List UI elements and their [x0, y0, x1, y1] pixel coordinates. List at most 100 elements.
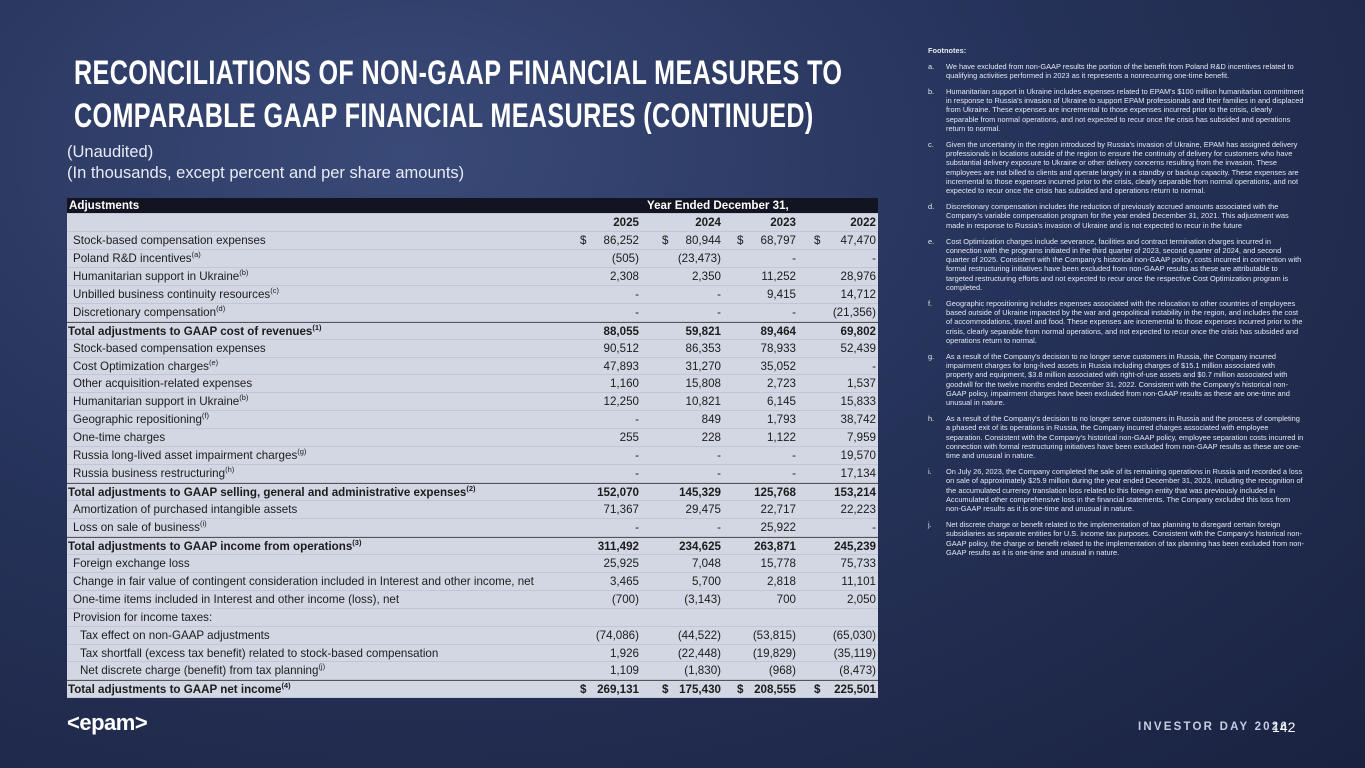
footnote-label: a.: [928, 61, 935, 71]
cell-value: 78,933: [760, 341, 796, 355]
cell-value: 145,329: [679, 486, 721, 500]
note-ref: (b): [239, 393, 249, 403]
row-label: Humanitarian support in Ukraine(b): [73, 393, 249, 409]
cell-value: 7,048: [691, 556, 721, 570]
cell-value: 11,252: [761, 269, 796, 283]
subtitle-line: (In thousands, except percent and per sh…: [67, 164, 465, 182]
row-label: Foreign exchange loss: [73, 556, 190, 570]
table-row: Change in fair value of contingent consi…: [67, 572, 878, 591]
table-row: Provision for income taxes:: [67, 608, 878, 627]
footnote-label: g.: [928, 351, 935, 361]
note-ref: (g): [297, 447, 307, 457]
note-ref: (j): [318, 662, 326, 672]
cell-value: 1,122: [766, 431, 796, 445]
row-label: Cost Optimization charges(e): [73, 357, 219, 373]
table-row: Stock-based compensation expenses $86,252…: [67, 231, 878, 250]
footnotes-heading: Footnotes:: [928, 46, 967, 55]
table-row: Total adjustments to GAAP net income(4) $…: [67, 680, 878, 699]
cell-value: 22,717: [760, 503, 796, 516]
cell-value: 2,818: [766, 574, 796, 588]
page-number: 142: [1272, 719, 1296, 735]
cell-value: 255: [619, 431, 639, 445]
cell-value: (505): [611, 251, 639, 265]
footnote-label: c.: [928, 139, 934, 149]
footnote: a. We have excluded from non-GAAP results…: [928, 62, 1304, 81]
footnote: c. Given the uncertainty in the region in…: [928, 140, 1304, 196]
cell-value: 269,131: [597, 683, 639, 697]
note-ref: (2): [466, 484, 476, 494]
row-label: Stock-based compensation expenses: [73, 341, 266, 355]
footnote-label: i.: [928, 467, 932, 477]
title-line: COMPARABLE GAAP FINANCIAL MEASURES (CONT…: [74, 97, 814, 135]
table-row: Other acquisition-related expenses 1,160 1…: [67, 375, 878, 394]
cell-value: 88,055: [603, 324, 639, 338]
cell-value: 2,050: [846, 592, 876, 606]
cell-value: 52,439: [840, 341, 876, 355]
footnote: g. As a result of the Company's decision …: [928, 352, 1304, 408]
row-label: Unbilled business continuity resources(c…: [73, 285, 279, 301]
cell-value: (8,473): [839, 664, 876, 678]
cell-value: 15,833: [840, 395, 876, 409]
currency: $: [580, 233, 587, 247]
row-label: Total adjustments to GAAP net income(4): [68, 681, 291, 697]
cell-value: -: [635, 305, 639, 319]
table-row: Poland R&D incentives(a) (505) (23,473) - -: [67, 249, 878, 268]
footnote: d. Discretionary compensation includes th…: [928, 202, 1304, 230]
cell-value: (700): [611, 592, 639, 606]
cell-value: 22,223: [840, 503, 876, 516]
note-ref: (e): [208, 357, 219, 367]
table-row: Humanitarian support in Ukraine(b) 12,250…: [67, 393, 878, 412]
cell-value: 90,512: [603, 341, 639, 355]
cell-value: 29,475: [685, 503, 721, 516]
cell-value: 25,922: [760, 520, 796, 534]
table-row: Russia long-lived asset impairment charg…: [67, 447, 878, 466]
footnote: b. Humanitarian support in Ukraine includ…: [928, 87, 1304, 133]
footnote: j. Net discrete charge or benefit related…: [928, 520, 1304, 557]
cell-value: 28,976: [840, 269, 876, 283]
cell-value: 11,101: [841, 574, 876, 588]
cell-value: 7,959: [846, 431, 876, 445]
cell-value: 1,537: [846, 377, 876, 391]
cell-value: 152,070: [597, 486, 639, 500]
title: RECONCILIATIONS OF NON-GAAP FINANCIAL ME…: [74, 52, 842, 138]
cell-value: 228: [701, 431, 721, 445]
cell-value: -: [635, 287, 639, 301]
footnote-text: Net discrete charge or benefit related t…: [946, 520, 1304, 557]
cell-value: 15,808: [685, 377, 721, 391]
cell-value: 86,353: [685, 341, 721, 355]
row-label: Tax effect on non-GAAP adjustments: [80, 628, 270, 642]
row-label: Russia business restructuring(h): [73, 465, 235, 481]
footnote-text: As a result of the Company's decision to…: [946, 414, 1304, 461]
cell-value: -: [635, 449, 639, 463]
cell-value: (22,448): [677, 646, 721, 660]
note-ref: (i): [199, 519, 207, 529]
year-row: 2025 2024 2023 2022: [67, 214, 878, 232]
cell-value: -: [635, 413, 639, 427]
table-row: Russia business restructuring(h) - - - 17,13…: [67, 465, 878, 484]
year: 2022: [850, 216, 876, 229]
cell-value: 208,555: [754, 683, 796, 697]
table-header: Adjustments Year Ended December 31,: [67, 198, 878, 214]
cell-value: (35,119): [833, 646, 876, 660]
currency: $: [814, 233, 821, 247]
footnote-text: Cost Optimization charges include severa…: [946, 236, 1302, 293]
cell-value: -: [717, 305, 721, 319]
cell-value: 125,768: [754, 486, 796, 500]
table-row: Net discrete charge (benefit) from tax p…: [67, 662, 878, 681]
cell-value: (65,030): [832, 628, 876, 642]
title-line: RECONCILIATIONS OF NON-GAAP FINANCIAL ME…: [74, 54, 843, 92]
cell-value: 75,733: [840, 556, 876, 570]
cell-value: (23,473): [677, 251, 721, 265]
cell-value: 35,052: [760, 359, 796, 373]
footnote-text: On July 26, 2023, the Company completed …: [946, 467, 1303, 514]
cell-value: -: [717, 287, 721, 301]
table-row: Total adjustments to GAAP income from op…: [67, 536, 878, 555]
cell-value: 225,501: [834, 683, 876, 697]
row-label: Poland R&D incentives(a): [73, 250, 201, 265]
subtitle-line: (Unaudited): [67, 143, 154, 161]
currency: $: [580, 683, 587, 697]
cell-value: -: [635, 520, 639, 534]
table-row: Stock-based compensation expenses 90,512 8…: [67, 339, 878, 358]
cell-value: 2,723: [766, 377, 796, 391]
